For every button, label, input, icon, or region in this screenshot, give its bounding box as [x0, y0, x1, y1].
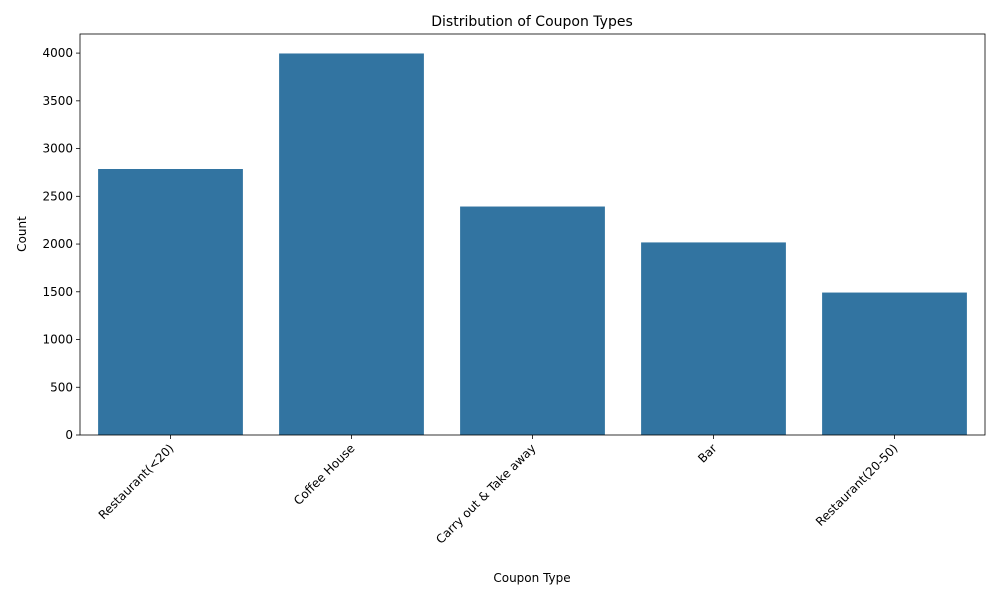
y-tick-label-1: 500	[50, 380, 73, 394]
y-tick-label-5: 2500	[42, 189, 73, 203]
bar-4	[822, 292, 967, 435]
y-tick-label-8: 4000	[42, 46, 73, 60]
bars-group	[98, 53, 967, 435]
bar-2	[460, 206, 605, 435]
y-tick-label-3: 1500	[42, 285, 73, 299]
bar-1	[279, 53, 424, 435]
chart-title: Distribution of Coupon Types	[431, 14, 633, 30]
x-axis-label: Coupon Type	[493, 571, 570, 585]
bar-3	[641, 242, 786, 435]
y-tick-label-0: 0	[65, 428, 73, 442]
y-tick-label-2: 1000	[42, 333, 73, 347]
y-tick-label-6: 3000	[42, 142, 73, 156]
y-tick-label-4: 2000	[42, 237, 73, 251]
y-axis-label: Count	[15, 216, 29, 252]
y-tick-label-7: 3500	[42, 94, 73, 108]
bar-0	[98, 169, 243, 435]
plot-frame	[79, 33, 986, 436]
y-axis: 0 500 1000 1500 2000 2500 3000 3500 4000	[42, 46, 80, 442]
